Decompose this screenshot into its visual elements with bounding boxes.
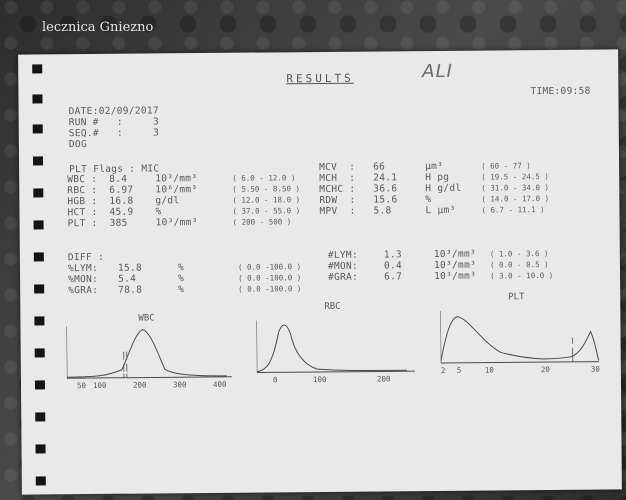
diff-left-unit: % [178, 284, 185, 296]
left-params-value: 385 [109, 217, 128, 229]
diff-left-value: 5.4 [118, 273, 137, 285]
right-params-value: 5.8 [373, 205, 392, 217]
rbc-tick-100: 100 [312, 374, 327, 385]
right-params-value: 36.6 [373, 183, 398, 195]
plt-tick-30: 30 [590, 364, 600, 374]
diff-right-name: #GRA: [327, 271, 359, 283]
right-params-name: MCH : [319, 172, 356, 185]
left-params-name: HGB : [67, 195, 98, 208]
left-params-value: 16.8 [109, 195, 134, 207]
species: DOG [68, 139, 87, 151]
right-params-value: 66 [373, 161, 386, 173]
right-params-range: ( 6.7 - 11.1 ) [481, 205, 545, 215]
rbc-histogram [256, 320, 415, 374]
diff-left-range: ( 0.0 -100.0 ) [238, 284, 302, 294]
right-params-range: ( 14.0 - 17.0 ) [481, 193, 550, 204]
diff-left-value: 15.8 [117, 262, 143, 274]
patient-name: ALI [422, 60, 454, 83]
diff-right-value: 1.3 [383, 249, 402, 261]
right-params-value: 24.1 [373, 172, 398, 184]
diff-right-unit: 10³/mm³ [433, 270, 477, 283]
sequence-number: SEQ.# : 3 [68, 127, 160, 140]
right-params-unit: µm³ [425, 160, 444, 173]
time: TIME:09:58 [530, 85, 591, 98]
left-params-name: RBC : [67, 184, 98, 197]
right-params-unit: H pg [425, 171, 450, 184]
right-params-name: MCV : [319, 161, 356, 174]
wbc-histogram [66, 326, 232, 379]
left-params-range: ( 200 - 500 ) [232, 217, 292, 227]
wbc-tick-100: 100 [92, 380, 107, 390]
diff-left-range: ( 0.0 -100.0 ) [237, 262, 302, 272]
plt-tick-5: 5 [456, 365, 462, 375]
watermark: lecznica Gniezno [42, 20, 154, 35]
right-params-unit: H g/dl [425, 182, 462, 195]
left-params-range: ( 37.0 - 55.0 ) [232, 206, 301, 216]
diff-left-range: ( 0.0 -100.0 ) [238, 273, 302, 283]
left-params-name: WBC : [67, 173, 98, 186]
left-params-value: 45.9 [109, 206, 134, 218]
diff-left-unit: % [178, 273, 185, 285]
results-title: RESULTS [286, 71, 354, 86]
diff-right-unit: 10³/mm³ [433, 248, 477, 261]
diff-left-name: %LYM: [67, 262, 99, 275]
run-number: RUN # : 3 [68, 116, 160, 129]
rbc-tick-200: 200 [376, 374, 391, 384]
plt-tick-2: 2 [440, 365, 446, 375]
diff-right-range: ( 3.0 - 10.0 ) [490, 270, 554, 281]
diff-right-value: 6.7 [383, 271, 403, 283]
right-params-value: 15.6 [373, 194, 398, 206]
rbc-tick-0: 0 [272, 375, 278, 385]
right-params-range: ( 19.5 - 24.5 ) [481, 171, 549, 182]
diff-label: DIFF : [67, 251, 105, 264]
right-params-unit: L µm³ [425, 204, 456, 217]
rbc-histogram-title: RBC [324, 301, 341, 312]
wbc-histogram-title: WBC [138, 313, 155, 324]
left-params-value: 8.4 [109, 173, 128, 185]
wbc-tick-400: 400 [212, 379, 227, 389]
date: DATE:02/09/2017 [68, 105, 159, 118]
printout-paper: RESULTS ALI TIME:09:58 DATE:02/09/2017 R… [18, 49, 622, 495]
diff-left-unit: % [177, 262, 185, 274]
plt-tick-20: 20 [540, 364, 550, 375]
left-params-range: ( 12.0 - 18.0 ) [232, 195, 301, 205]
diff-right-value: 0.4 [383, 260, 403, 272]
wbc-tick-50: 50 [76, 381, 87, 391]
diff-right-range: ( 0.0 - 0.5 ) [489, 260, 549, 270]
left-params-name: HCT : [67, 206, 98, 219]
right-params-range: ( 60 - 77 ) [481, 161, 531, 171]
diff-right-unit: 10³/mm³ [433, 259, 477, 272]
left-params-name: PLT : [67, 217, 98, 230]
left-params-value: 6.97 [109, 184, 134, 196]
diff-right-range: ( 1.0 - 3.6 ) [489, 249, 549, 259]
left-params-unit: 10³/mm³ [155, 173, 198, 185]
right-params-range: ( 31.0 - 34.0 ) [481, 182, 550, 193]
plt-histogram-title: PLT [508, 292, 525, 303]
left-params-range: ( 5.50 - 8.50 ) [232, 184, 301, 194]
right-params-name: MPV : [319, 205, 356, 218]
right-params-name: RDW : [319, 194, 356, 207]
right-params-unit: % [425, 194, 432, 206]
plt-histogram [440, 310, 600, 364]
diff-left-name: %GRA: [68, 284, 99, 297]
left-params-range: ( 6.0 - 12.0 ) [232, 173, 296, 183]
plt-tick-10: 10 [484, 365, 494, 375]
diff-right-name: #LYM: [327, 249, 359, 261]
right-params-name: MCHC : [319, 183, 356, 196]
left-params-unit: % [155, 206, 162, 218]
diff-right-name: #MON: [327, 260, 359, 272]
wbc-tick-200: 200 [132, 380, 147, 390]
left-params-unit: 10⁶/mm³ [155, 184, 198, 196]
diff-left-name: %MON: [68, 273, 99, 286]
left-params-unit: 10³/mm³ [155, 217, 198, 229]
wbc-tick-300: 300 [172, 380, 187, 390]
left-params-unit: g/dl [155, 195, 180, 207]
diff-left-value: 78.8 [118, 284, 143, 296]
